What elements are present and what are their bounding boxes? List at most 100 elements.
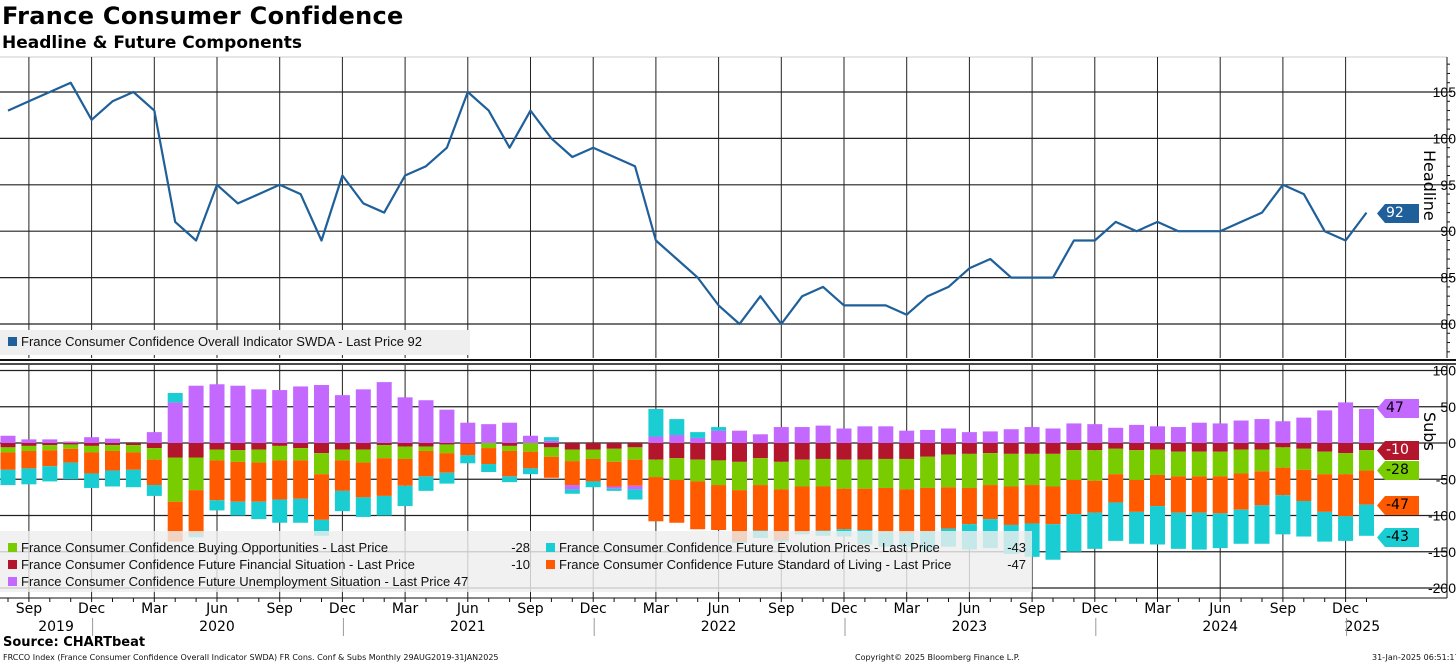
- bar-financial: [125, 443, 141, 446]
- bar-financial: [397, 443, 413, 447]
- x-year-label: 2020: [199, 619, 235, 635]
- bar-stack: [1317, 410, 1333, 542]
- bar-stack: [1108, 427, 1124, 541]
- bar-prices: [543, 437, 559, 441]
- bar-unemployment: [63, 441, 79, 443]
- bar-buying: [1024, 453, 1040, 486]
- bar-standard: [105, 450, 120, 471]
- bar-stack: [272, 390, 288, 523]
- bar-buying: [1066, 450, 1082, 480]
- bar-standard: [1003, 486, 1019, 525]
- bar-buying: [167, 457, 183, 502]
- bar-buying: [355, 449, 371, 463]
- bar-stack: [1275, 421, 1291, 535]
- bar-financial: [606, 443, 622, 449]
- bar-stack: [63, 441, 79, 480]
- bar-unemployment: [836, 428, 852, 443]
- bar-stack: [899, 430, 915, 547]
- bar-standard: [21, 450, 37, 469]
- bar-buying: [1150, 449, 1165, 475]
- bar-unemployment: [857, 426, 873, 443]
- bar-stack: [1045, 428, 1061, 560]
- bar-unemployment: [543, 440, 559, 443]
- bar-standard: [669, 479, 685, 523]
- subs-bars: [0, 382, 1374, 560]
- bar-prices: [1233, 509, 1249, 544]
- bar-financial: [1170, 443, 1186, 452]
- legend-item-financial: France Consumer Confidence Future Financ…: [8, 556, 415, 573]
- bar-standard: [1233, 473, 1249, 510]
- source-label: Source: CHARTbeat: [3, 635, 146, 650]
- bar-standard: [293, 460, 309, 499]
- bar-unemployment: [230, 385, 246, 443]
- bar-prices: [648, 408, 664, 437]
- bar-buying: [564, 449, 580, 462]
- y-tick-label-subs: 50: [1440, 399, 1456, 415]
- bar-standard: [690, 481, 706, 530]
- bar-prices: [1087, 512, 1103, 549]
- bar-standard: [502, 450, 518, 477]
- bar-unemployment: [439, 409, 455, 443]
- bar-financial: [188, 443, 204, 458]
- bar-financial: [209, 443, 225, 450]
- bar-stack: [418, 400, 434, 491]
- bar-standard: [606, 461, 622, 487]
- bar-stack: [84, 437, 100, 488]
- bar-buying: [690, 459, 706, 482]
- legend-swatch-buying: [8, 543, 17, 552]
- bar-prices: [460, 455, 476, 464]
- bar-unemployment: [481, 424, 497, 443]
- x-year-label: 2023: [952, 619, 988, 635]
- bar-unemployment: [690, 437, 706, 443]
- bar-prices: [669, 419, 685, 436]
- bar-unemployment: [1191, 422, 1207, 443]
- bar-stack: [648, 408, 664, 522]
- bar-standard: [460, 443, 476, 456]
- bar-unemployment: [1170, 427, 1186, 443]
- bar-prices: [1296, 501, 1312, 537]
- bar-unemployment: [0, 435, 16, 443]
- bar-unemployment: [1150, 426, 1165, 443]
- bar-unemployment: [502, 422, 518, 443]
- x-tick-label: Dec: [329, 601, 356, 617]
- bar-standard: [230, 461, 246, 502]
- headline-axis-title: Headline: [1420, 150, 1439, 221]
- bar-stack: [878, 426, 894, 547]
- bar-financial: [857, 443, 873, 460]
- bar-standard: [209, 460, 225, 501]
- bar-stack: [1359, 408, 1374, 536]
- x-tick-label: Mar: [643, 601, 670, 617]
- bar-stack: [481, 424, 497, 472]
- bar-unemployment: [1296, 417, 1312, 443]
- bar-financial: [1024, 443, 1040, 454]
- bar-buying: [146, 448, 162, 460]
- x-tick-label: Mar: [141, 601, 168, 617]
- bar-prices: [481, 464, 497, 472]
- bar-unemployment: [84, 437, 100, 443]
- bar-stack: [711, 427, 727, 530]
- legend-item-prices: France Consumer Confidence Future Evolut…: [546, 539, 940, 556]
- bar-stack: [1170, 427, 1186, 549]
- bar-buying: [397, 446, 413, 459]
- bar-buying: [314, 453, 329, 475]
- bar-buying: [523, 443, 538, 452]
- bar-financial: [732, 443, 747, 462]
- x-year-label: 2019: [38, 619, 74, 635]
- bar-financial: [543, 443, 559, 448]
- bar-financial: [961, 443, 977, 454]
- bar-buying: [878, 458, 894, 488]
- bar-financial: [334, 443, 350, 450]
- bar-prices: [334, 490, 350, 512]
- bar-buying: [627, 447, 643, 460]
- footer-description: FRCCO Index (France Consumer Confidence …: [3, 653, 499, 662]
- bar-standard: [481, 448, 497, 465]
- bar-standard: [941, 487, 956, 529]
- bar-unemployment: [188, 385, 204, 443]
- bar-unemployment: [669, 435, 685, 443]
- legend-label: France Consumer Confidence Future Evolut…: [559, 540, 940, 555]
- bar-prices: [1170, 512, 1186, 549]
- legend-label: France Consumer Confidence Future Financ…: [21, 557, 415, 572]
- bar-buying: [585, 449, 601, 459]
- bar-standard: [523, 451, 538, 469]
- x-tick-label: Sep: [267, 601, 294, 617]
